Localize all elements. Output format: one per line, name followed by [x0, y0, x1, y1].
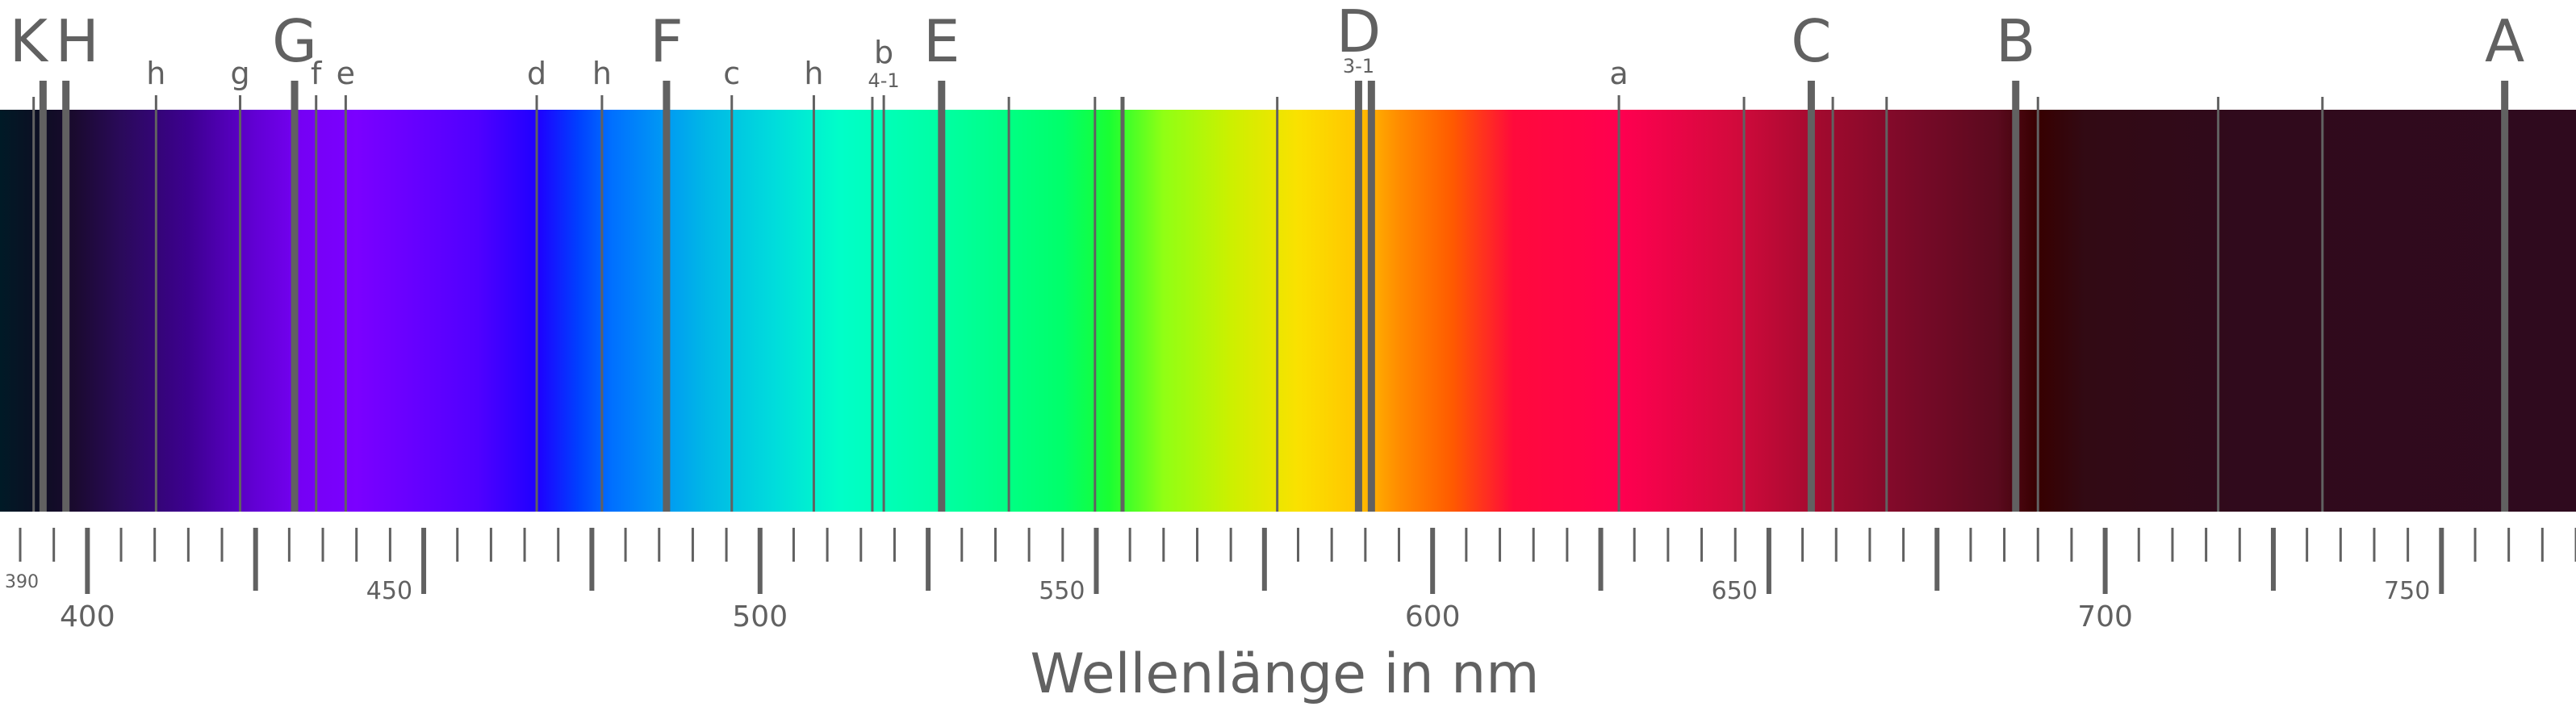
- axis-tick-label: 600: [1405, 600, 1461, 633]
- absorption-line-label: h: [804, 56, 823, 91]
- absorption-line-label: D: [1336, 0, 1381, 65]
- axis-tick-label: 750: [2384, 577, 2430, 605]
- absorption-line-sublabel: 4-1: [868, 69, 900, 92]
- axis-title: Wellenlänge in nm: [1030, 642, 1539, 706]
- spectrum-band: [0, 110, 2576, 512]
- absorption-line-label: h: [146, 56, 165, 91]
- axis-tick-label: 650: [1712, 577, 1758, 605]
- absorption-line-label: H: [56, 7, 99, 75]
- absorption-line-sublabel: 3-1: [1343, 55, 1374, 77]
- axis-tick-label: 390: [5, 572, 39, 592]
- absorption-line-label: F: [650, 7, 683, 75]
- absorption-line-label: K: [10, 7, 49, 75]
- axis-tick-label: 400: [60, 600, 115, 633]
- absorption-line-label: C: [1791, 7, 1831, 75]
- absorption-line-label: c: [723, 56, 740, 91]
- axis-tick-label: 500: [732, 600, 788, 633]
- absorption-line-label: g: [230, 56, 249, 91]
- absorption-line-label: d: [527, 56, 546, 91]
- absorption-line-label: A: [2485, 7, 2524, 75]
- absorption-line-label: b: [874, 35, 893, 70]
- axis-tick-label: 700: [2077, 600, 2133, 633]
- absorption-line-label: B: [1996, 7, 2035, 75]
- absorption-line-label: h: [592, 56, 612, 91]
- absorption-line-label: f: [311, 56, 323, 91]
- axis-ticks: [19, 528, 2576, 594]
- absorption-line-label: E: [923, 7, 960, 75]
- axis-tick-label: 550: [1039, 577, 1085, 605]
- axis-tick-labels: 400 450 500 550 600 650 700 750 390: [5, 572, 2430, 633]
- axis-tick-label: 450: [366, 577, 412, 605]
- absorption-line-label: G: [272, 7, 317, 75]
- absorption-lines: [32, 81, 2509, 512]
- absorption-line-label: a: [1609, 56, 1628, 91]
- absorption-line-label: e: [337, 56, 355, 91]
- spectrum-band-group: [0, 110, 2576, 512]
